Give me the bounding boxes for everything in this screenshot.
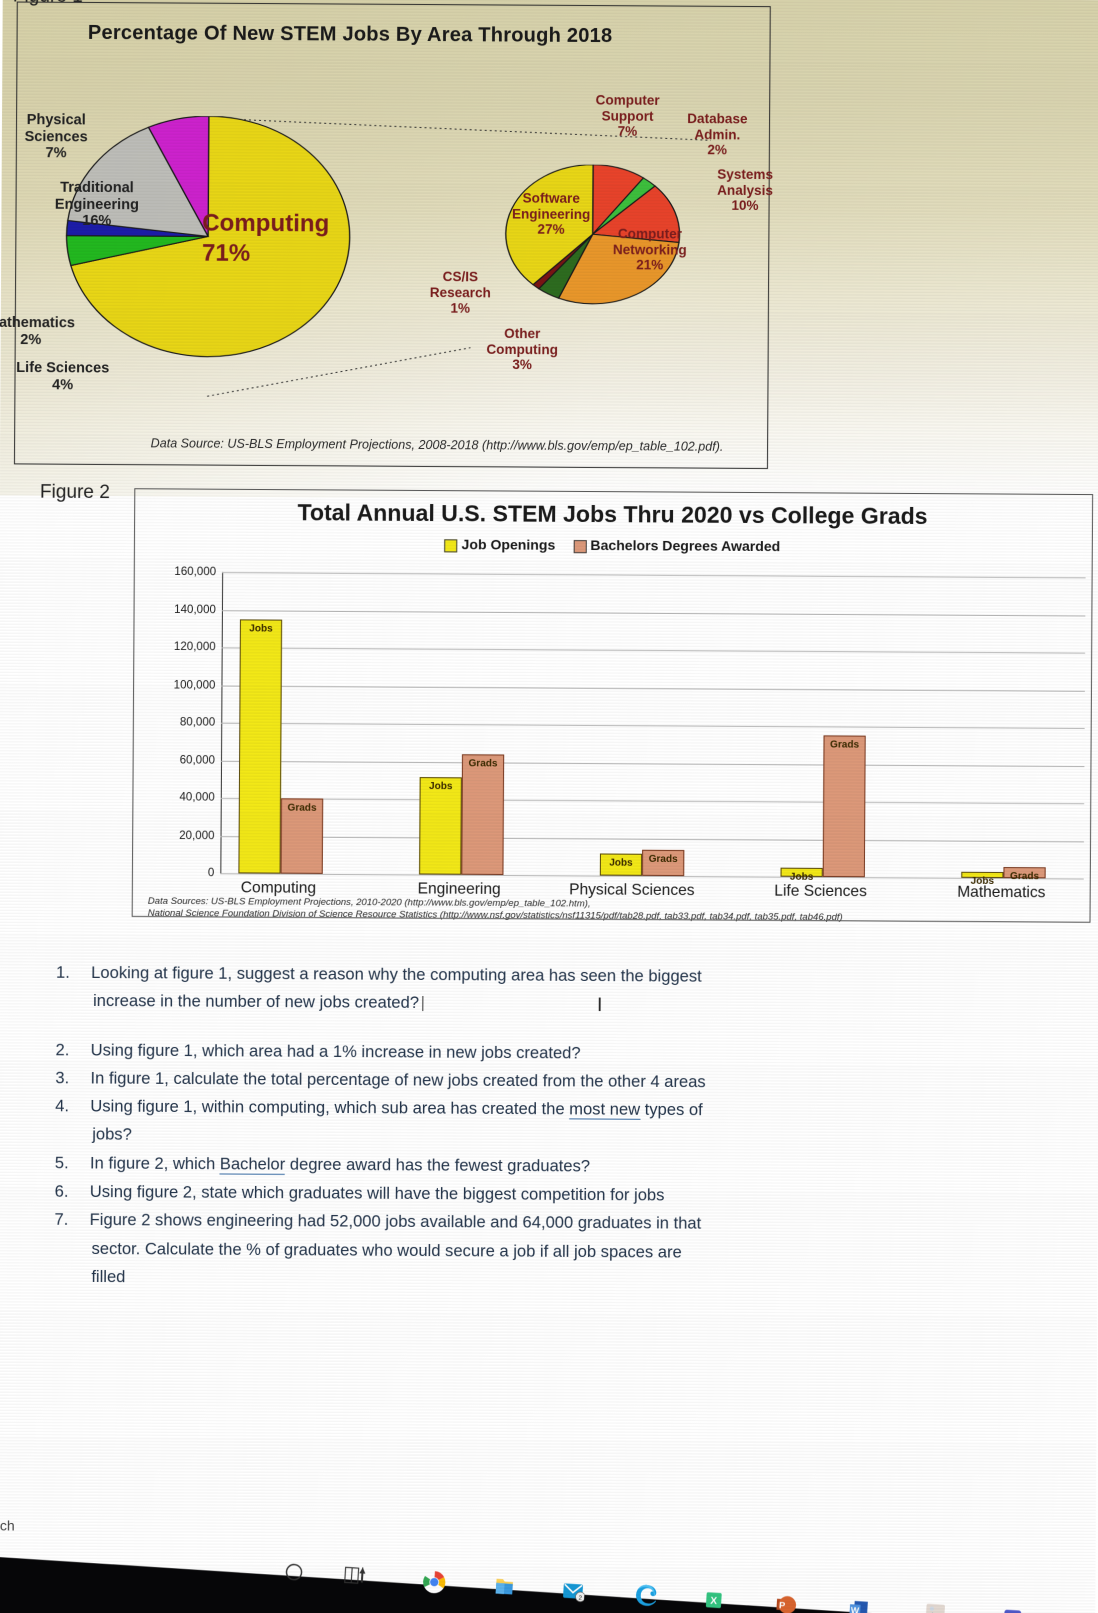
- svg-text:W: W: [851, 1605, 861, 1613]
- svg-text:P: P: [779, 1600, 786, 1610]
- svg-text:X: X: [710, 1596, 718, 1607]
